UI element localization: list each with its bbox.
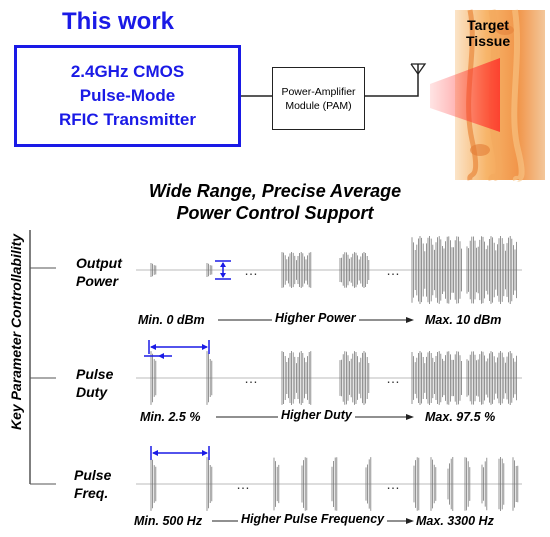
tissue-line-2: Tissue xyxy=(466,33,511,49)
pulse-waveforms xyxy=(150,236,519,511)
row-1-label-line-2: Power xyxy=(76,273,119,289)
row-2-label-line-1: Pulse xyxy=(76,366,114,382)
pulse-row1-4 xyxy=(339,252,370,288)
ellipsis-row-1-a: … xyxy=(244,262,259,278)
row-1-max-caption: Max. 10 dBm xyxy=(425,313,502,327)
tissue-line-1: Target xyxy=(467,17,509,33)
ellipsis-row-2-a: … xyxy=(244,370,259,386)
pam-block: Power-Amplifier Module (PAM) xyxy=(272,67,365,130)
row-1-label-line-1: Output xyxy=(76,255,122,271)
target-tissue-label: Target Tissue xyxy=(466,17,510,49)
row-3-label-line-2: Freq. xyxy=(74,485,109,501)
row-1-label: Output Power xyxy=(76,254,122,290)
rfic-line-1: 2.4GHz CMOS xyxy=(70,62,185,81)
headline-line-1: Wide Range, Precise Average xyxy=(148,181,402,201)
ellipsis-row-3-b: … xyxy=(386,476,401,492)
row-3-max-caption: Max. 3300 Hz xyxy=(416,514,494,528)
row-3-min-caption: Min. 500 Hz xyxy=(134,514,203,528)
headline-line-2: Power Control Support xyxy=(176,203,374,223)
ellipsis-row-1-b: … xyxy=(386,262,401,278)
pulse-row3-mid-3 xyxy=(331,457,338,511)
pulse-row3-max-5 xyxy=(481,457,488,511)
row-2-max-caption: Max. 97.5 % xyxy=(425,410,496,424)
row-2-mid-caption: Higher Duty xyxy=(278,408,355,422)
pam-line-1: Power-Amplifier xyxy=(281,85,356,98)
pulse-row1-5 xyxy=(411,236,462,304)
pulse-row2-1 xyxy=(150,351,157,405)
pulse-row3-mid-2 xyxy=(301,457,308,511)
pulse-row3-max-4 xyxy=(464,457,471,511)
pulse-row3-mid-1 xyxy=(273,457,280,511)
section-headline: Wide Range, Precise Average Power Contro… xyxy=(0,180,550,224)
pulse-row2-4 xyxy=(339,351,370,405)
pulse-row2-2 xyxy=(206,351,213,405)
rf-beam xyxy=(430,58,500,132)
pulse-row3-max-7 xyxy=(512,457,519,511)
pulse-row1-6 xyxy=(466,236,517,304)
row-2-min-caption: Min. 2.5 % xyxy=(140,410,201,424)
row-3-label-line-1: Pulse xyxy=(74,467,112,483)
antenna-icon xyxy=(410,63,427,76)
row-1-min-caption: Min. 0 dBm xyxy=(138,313,205,327)
pulse-row1-2 xyxy=(206,263,213,277)
row-1-mid-caption: Higher Power xyxy=(272,311,359,325)
pam-line-2: Module (PAM) xyxy=(285,99,352,112)
pulse-row2-3 xyxy=(281,351,312,405)
pulse-row3-mid-4 xyxy=(365,457,372,511)
ellipsis-row-3-a: … xyxy=(236,476,251,492)
this-work-title: This work xyxy=(62,8,175,35)
pulse-row1-1 xyxy=(150,263,157,277)
pulse-row1-3 xyxy=(281,252,312,288)
row-2-label: Pulse Duty xyxy=(76,365,113,401)
ellipsis-row-2-b: … xyxy=(386,370,401,386)
pulse-row3-max-6 xyxy=(498,457,505,511)
pulse-row3-2 xyxy=(206,457,213,511)
y-axis-label: Key Parameter Controllability xyxy=(8,233,24,430)
pulse-row3-max-2 xyxy=(430,457,437,511)
rfic-line-2: Pulse-Mode xyxy=(79,86,176,105)
duty-marker xyxy=(144,340,210,359)
pulse-row3-max-3 xyxy=(447,457,454,511)
pulse-row2-6 xyxy=(466,351,517,405)
row-2-label-line-2: Duty xyxy=(76,384,108,400)
pulse-row3-1 xyxy=(150,457,157,511)
pulse-row3-max-1 xyxy=(413,457,420,511)
row-3-label: Pulse Freq. xyxy=(74,466,111,502)
pam-to-antenna-wire xyxy=(365,72,419,97)
amplitude-marker xyxy=(215,260,231,280)
rfic-line-3: RFIC Transmitter xyxy=(59,110,196,129)
period-marker xyxy=(150,446,210,460)
pulse-row2-5 xyxy=(411,351,462,405)
row-3-mid-caption: Higher Pulse Frequency xyxy=(238,512,388,526)
rfic-transmitter-block: 2.4GHz CMOS Pulse-Mode RFIC Transmitter xyxy=(14,45,241,147)
